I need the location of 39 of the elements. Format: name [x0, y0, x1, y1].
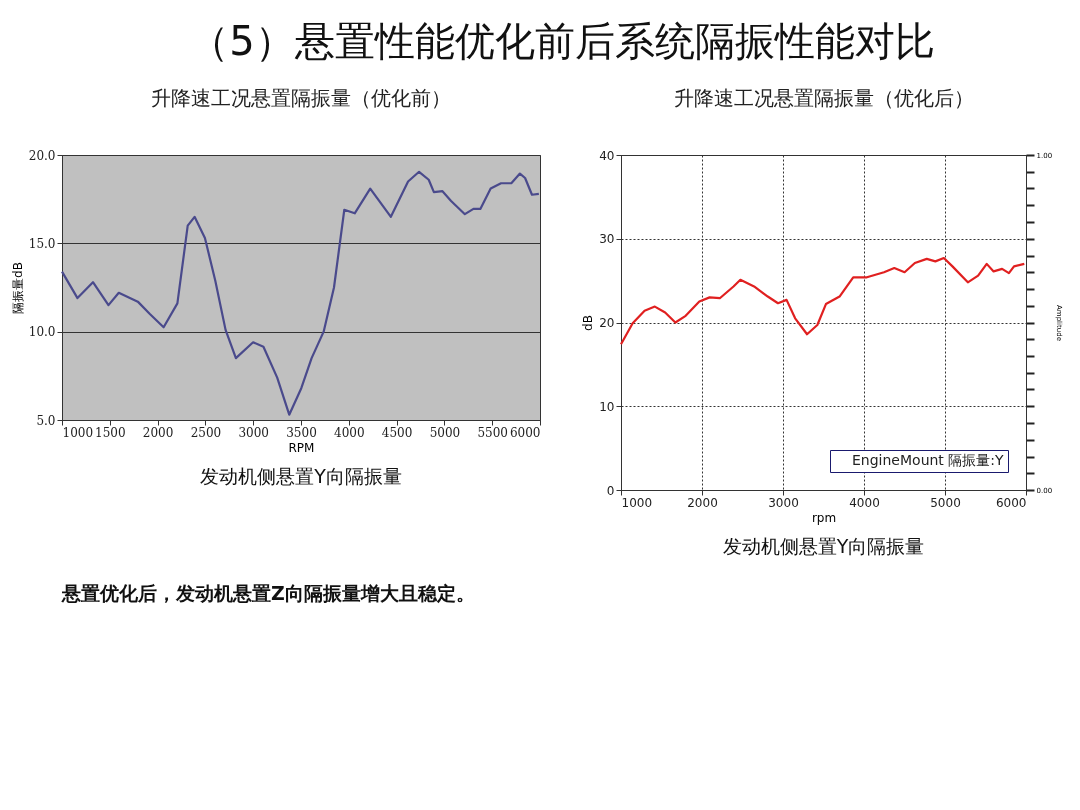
y-tick-label: 40: [599, 148, 615, 163]
y-tick-label: 15.0: [28, 236, 56, 251]
y-tick-label: 0: [606, 483, 615, 498]
line-series: [619, 256, 1026, 346]
text: 发动机侧悬置Y向隔振量: [200, 464, 402, 487]
y-tick-label: 5.0: [36, 413, 56, 428]
text: EngineMount 隔振量:Y: [852, 452, 1005, 468]
x-tick-label: 1000: [621, 495, 653, 510]
x-tick-label: 6000: [995, 495, 1027, 510]
x-tick-label: 5000: [429, 425, 461, 440]
x-tick-label: 2500: [190, 425, 222, 440]
x-tick-label: 4500: [381, 425, 413, 440]
x-tick-label: 2000: [142, 425, 174, 440]
y-axis-title: dB: [581, 315, 596, 331]
text: 发动机侧悬置Y向隔振量: [722, 534, 925, 557]
x-axis-title: rpm: [811, 510, 837, 525]
text: （5）悬置性能优化前后系统隔振性能对比: [189, 18, 935, 64]
y-tick-label: 20: [599, 316, 615, 330]
chart-title: 升降速工况悬置隔振量（优化前）: [151, 86, 451, 110]
x-tick-label: 1500: [95, 425, 126, 440]
y-tick-label: 30: [599, 232, 615, 247]
x-tick-label: 3500: [286, 425, 317, 440]
x-tick-label: 2000: [687, 495, 718, 510]
x-tick-label: 6000: [509, 425, 541, 440]
x-tick-label: 1000: [62, 425, 94, 440]
y-axis-title: 隔振量dB: [10, 262, 25, 314]
x-tick-label: 5000: [930, 495, 961, 510]
line-series: [60, 170, 540, 416]
x-axis-title: RPM: [288, 440, 315, 455]
y-tick-label: 10.0: [28, 325, 56, 340]
y-tick-label: 10: [599, 399, 615, 414]
chart-title: 升降速工况悬置隔振量（优化后）: [673, 86, 974, 110]
x-tick-label: 4000: [334, 425, 365, 440]
text: 悬置优化后，发动机悬置Z向隔振量增大且稳定。: [61, 581, 475, 604]
x-tick-label: 3000: [768, 495, 799, 510]
x-tick-label: 3000: [238, 425, 269, 440]
y-tick-label: 20.0: [28, 148, 56, 163]
x-tick-label: 4000: [849, 495, 880, 510]
x-tick-label: 5500: [477, 425, 508, 440]
